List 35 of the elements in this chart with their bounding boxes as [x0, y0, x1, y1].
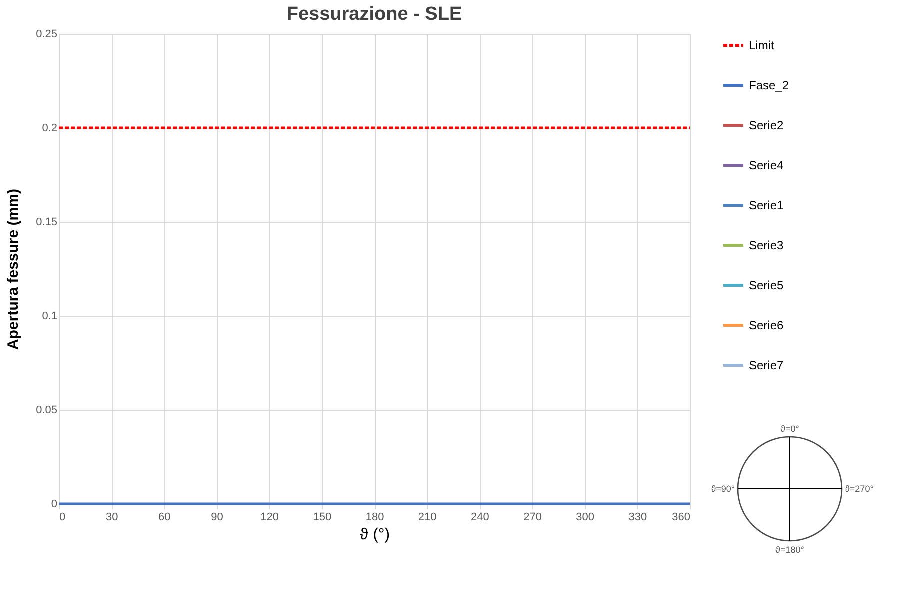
x-tick-label: 150	[313, 512, 332, 524]
x-tick-label: 300	[576, 512, 595, 524]
y-tick-label: 0	[51, 498, 58, 510]
y-tick-label: 0.15	[36, 216, 58, 228]
legend-label: Limit	[749, 38, 775, 52]
legend-label: Serie2	[749, 118, 784, 132]
x-tick-label: 330	[628, 512, 648, 524]
x-tick-label: 120	[260, 512, 280, 524]
legend-label: Serie1	[749, 198, 784, 212]
legend-label: Serie7	[749, 358, 784, 372]
x-tick-label: 0	[60, 512, 66, 524]
y-tick-label: 0.1	[42, 310, 58, 322]
text: ϑ=180°	[776, 545, 805, 555]
x-tick-label: 210	[418, 512, 437, 524]
x-tick-label: 180	[366, 512, 384, 524]
x-tick-label: 270	[524, 512, 542, 524]
legend-label: Serie6	[749, 318, 784, 332]
y-axis-title: Apertura fessure (mm)	[5, 189, 22, 350]
y-tick-label: 0.2	[42, 122, 58, 134]
legend-label: Serie5	[749, 278, 784, 292]
x-tick-label: 90	[211, 512, 224, 524]
x-tick-label: 240	[470, 512, 490, 524]
text: ϑ=90°	[711, 484, 736, 494]
x-axis-title: ϑ (°)	[360, 526, 390, 544]
legend-label: Serie3	[749, 238, 784, 252]
y-tick-label: 0.05	[36, 404, 58, 416]
x-tick-label: 30	[106, 512, 118, 524]
x-tick-label: 360	[672, 512, 690, 524]
legend-label: Serie4	[749, 158, 784, 172]
text: ϑ=270°	[845, 484, 874, 494]
legend-label: Fase_2	[749, 78, 790, 92]
y-tick-label: 0.25	[36, 28, 58, 40]
x-tick-label: 60	[158, 512, 171, 524]
chart-title: Fessurazione - SLE	[286, 4, 462, 25]
text: ϑ=0°	[780, 424, 800, 434]
